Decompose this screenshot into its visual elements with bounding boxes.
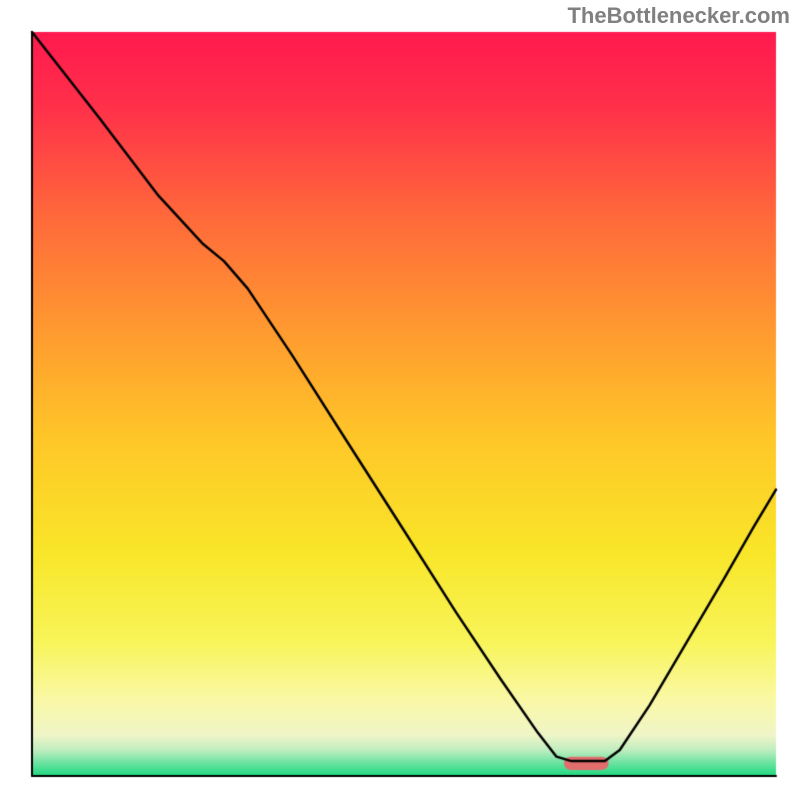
watermark-text: TheBottlenecker.com xyxy=(567,3,790,29)
bottleneck-chart xyxy=(0,0,800,800)
